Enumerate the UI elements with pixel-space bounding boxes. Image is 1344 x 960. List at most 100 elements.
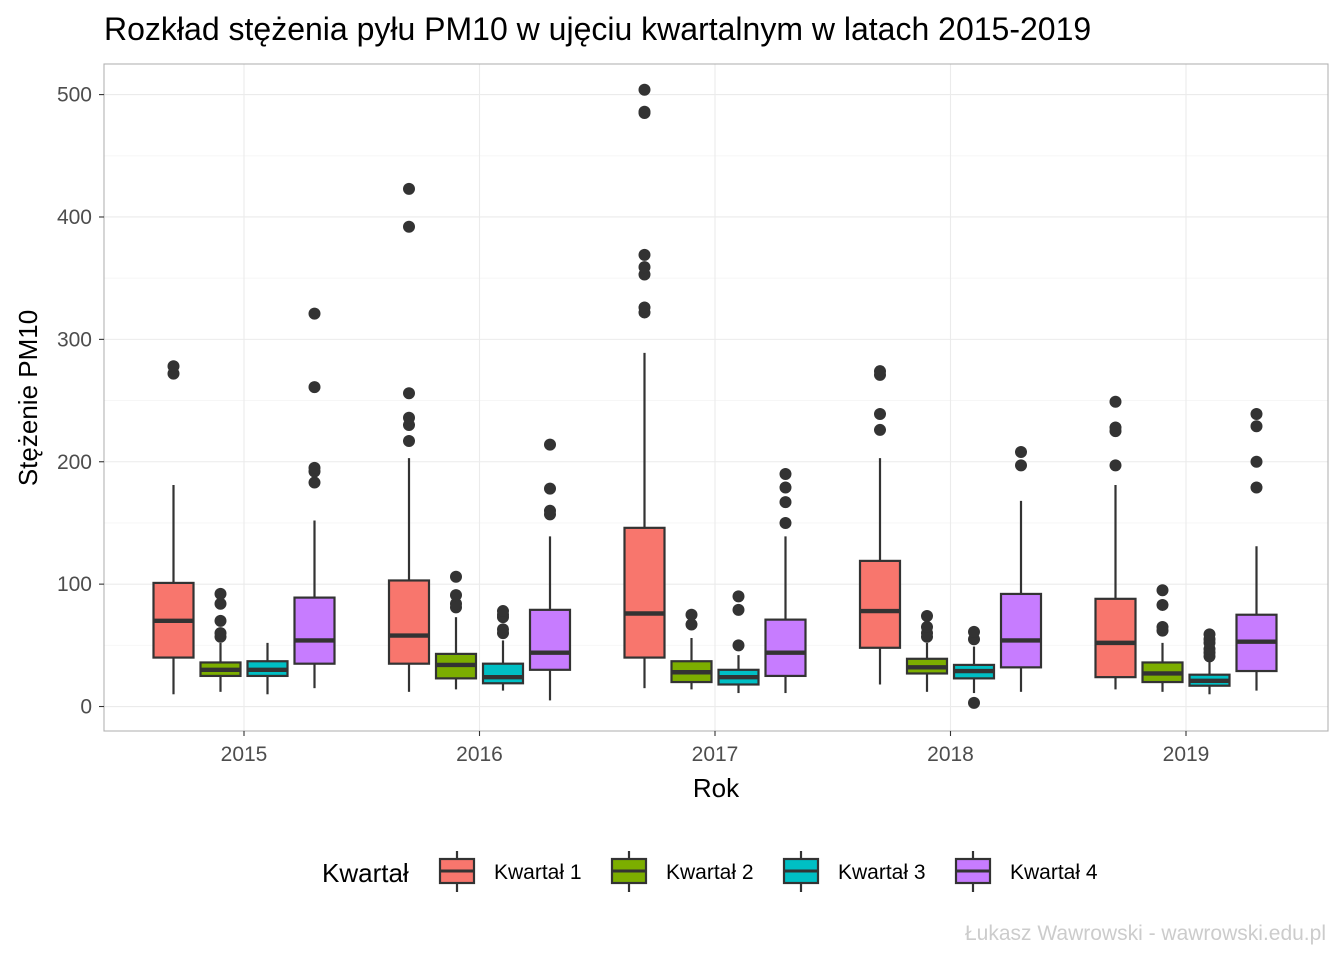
box <box>1141 584 1184 692</box>
outlier-point <box>1015 445 1027 458</box>
x-axis: 2015 2016 2017 2018 2019 <box>221 731 1209 766</box>
box <box>717 590 760 694</box>
outlier-point <box>403 182 415 195</box>
box-iqr <box>528 608 572 671</box>
box <box>905 609 949 692</box>
outlier-point <box>308 381 321 394</box>
outlier-point <box>1203 628 1216 641</box>
outlier-point <box>403 411 415 424</box>
outlier-point <box>874 423 886 436</box>
x-tick-label: 2016 <box>456 743 503 766</box>
outlier-point <box>167 360 180 373</box>
legend-key <box>438 851 476 892</box>
box <box>1235 408 1278 691</box>
box-iqr <box>858 559 902 649</box>
outlier-point <box>544 482 556 495</box>
outlier-point <box>1156 584 1169 597</box>
outlier-point <box>214 597 227 610</box>
outlier-point <box>214 587 227 600</box>
y-tick-label: 100 <box>57 573 92 596</box>
box <box>952 625 996 709</box>
box-iqr <box>764 618 807 678</box>
outlier-point <box>638 261 651 274</box>
plot-panel <box>103 63 1329 732</box>
outlier-point <box>1109 421 1122 434</box>
outlier-point <box>638 301 651 314</box>
outlier-point <box>544 438 556 451</box>
box <box>528 438 572 701</box>
y-tick-label: 400 <box>57 206 92 229</box>
minor-gridlines <box>104 155 1328 646</box>
y-tick-label: 300 <box>57 328 92 351</box>
outlier-point <box>403 434 415 447</box>
outlier-point <box>450 589 462 602</box>
box-iqr <box>481 662 525 685</box>
box <box>387 182 431 692</box>
box <box>293 307 336 689</box>
legend-key <box>782 851 820 892</box>
outlier-point <box>403 220 415 233</box>
box <box>1094 395 1137 690</box>
outlier-point <box>1109 395 1122 408</box>
outlier-point <box>1015 459 1027 472</box>
box <box>152 360 195 695</box>
box <box>858 365 902 685</box>
outlier-point <box>685 618 698 631</box>
outlier-point <box>874 365 886 378</box>
outlier-point <box>732 590 745 603</box>
outlier-point <box>921 620 933 633</box>
box <box>999 445 1043 692</box>
y-tick-label: 0 <box>80 696 92 719</box>
series-kwartał-2 <box>199 570 1184 692</box>
outlier-point <box>638 105 651 118</box>
series-kwartał-4 <box>293 307 1278 701</box>
outlier-point <box>1156 620 1169 633</box>
outlier-point <box>1250 481 1263 494</box>
outlier-point <box>1109 459 1122 472</box>
outlier-point <box>968 625 980 638</box>
box-series <box>152 83 1278 709</box>
outlier-point <box>1250 420 1263 433</box>
series-kwartał-3 <box>246 590 1231 709</box>
outlier-point <box>450 570 462 583</box>
outlier-point <box>544 504 556 517</box>
outlier-point <box>214 614 227 627</box>
series-kwartał-1 <box>152 83 1137 695</box>
outlier-point <box>732 603 745 616</box>
caption: Łukasz Wawrowski - wawrowski.edu.pl <box>965 922 1326 945</box>
outlier-point <box>450 597 462 610</box>
outlier-point <box>685 608 698 621</box>
x-axis-label: Rok <box>693 773 740 803</box>
x-tick-label: 2017 <box>692 743 739 766</box>
legend-key <box>954 851 992 892</box>
y-tick-label: 200 <box>57 451 92 474</box>
outlier-point <box>214 627 227 640</box>
box-iqr <box>293 596 336 665</box>
y-axis-label: Stężenie PM10 <box>13 310 43 486</box>
outlier-point <box>968 696 980 709</box>
outlier-point <box>1156 598 1169 611</box>
outlier-point <box>497 605 509 618</box>
legend-label: Kwartał 3 <box>838 861 926 884</box>
outlier-point <box>308 461 321 474</box>
outlier-point <box>779 496 792 509</box>
outlier-point <box>308 307 321 320</box>
x-tick-label: 2018 <box>927 743 974 766</box>
box-iqr <box>623 526 666 659</box>
box-iqr <box>999 592 1043 669</box>
chart-title: Rozkład stężenia pyłu PM10 w ujęciu kwar… <box>104 11 1091 47</box>
outlier-point <box>779 467 792 480</box>
y-axis: 0 100 200 300 400 500 <box>57 84 104 719</box>
outlier-point <box>1250 455 1263 468</box>
box <box>623 83 666 689</box>
panel-border <box>103 63 1329 732</box>
outlier-point <box>1250 408 1263 421</box>
x-tick-label: 2015 <box>221 743 268 766</box>
outlier-point <box>638 83 651 96</box>
box <box>481 605 525 691</box>
box-iqr <box>1094 597 1137 679</box>
legend-label: Kwartał 4 <box>1010 861 1098 884</box>
legend-title: Kwartał <box>322 858 409 888</box>
box <box>1188 628 1231 695</box>
outlier-point <box>874 408 886 421</box>
